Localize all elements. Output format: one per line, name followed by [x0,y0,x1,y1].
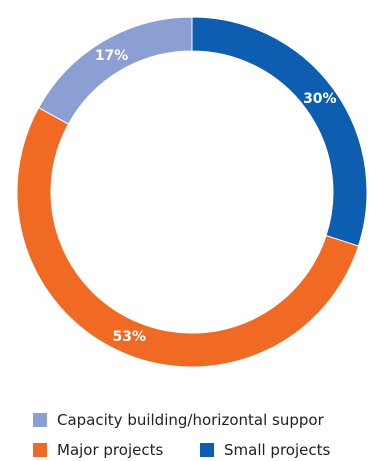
slice-small-projects [191,16,368,247]
legend-item-major-projects: Major projects [33,441,163,459]
slice-major-projects [16,107,360,368]
donut-slices [16,16,368,368]
legend-swatch-small-projects [200,443,214,457]
slice-label-small-projects: 30% [303,91,337,107]
legend-swatch-capacity-building-horizontal-suppor [33,413,47,427]
legend: Capacity building/horizontal suppor Major… [33,411,330,459]
legend-swatch-major-projects [33,443,47,457]
legend-label-small-projects: Small projects [224,441,330,459]
slice-label-major-projects: 53% [112,329,146,345]
legend-label-capacity-building-horizontal-suppor: Capacity building/horizontal suppor [57,411,325,429]
slice-label-capacity-building-horizontal-suppor: 17% [95,48,129,64]
legend-item-capacity-building-horizontal-suppor: Capacity building/horizontal suppor [33,411,325,429]
slice-capacity-building-horizontal-suppor [37,16,193,125]
legend-label-major-projects: Major projects [57,441,163,459]
slice-labels: 30% 53% 17% [95,48,337,345]
legend-item-small-projects: Small projects [200,441,330,459]
